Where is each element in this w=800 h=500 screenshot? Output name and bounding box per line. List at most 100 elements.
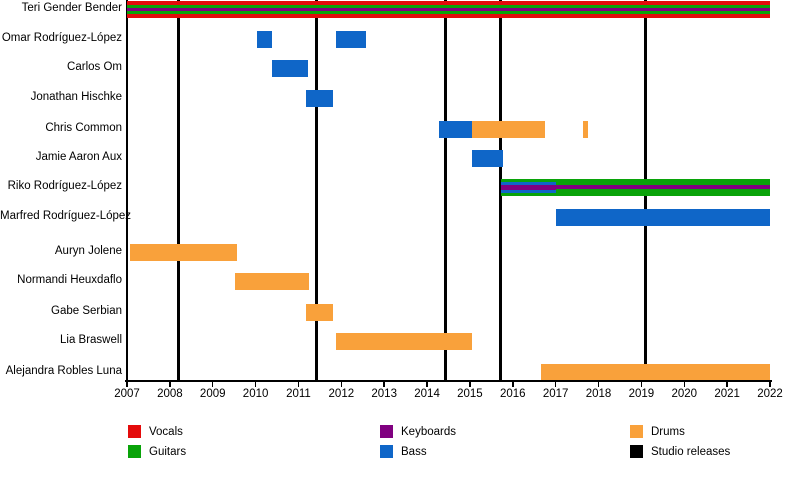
axis-tick-label: 2018 [585,388,612,400]
timeline-bar [555,208,770,226]
timeline-bar [555,178,770,196]
legend-swatch-drums [630,425,643,438]
member-label: Marfred Rodríguez-López [0,210,132,222]
member-label: Teri Gender Bender [21,2,122,14]
member-label: Normandi Heuxdaflo [17,274,122,286]
member-label: Riko Rodríguez-López [7,180,122,192]
bar-stripe-drums [235,272,310,290]
bar-stripe-guitars [127,4,770,8]
axis-tick-label: 2020 [671,388,698,400]
bar-stripe-drums [471,120,545,138]
studio-release-line [176,0,180,381]
bar-stripe-keyboards [500,184,556,190]
legend-swatch-releases [630,445,643,458]
timeline-bar [583,120,588,138]
bar-stripe-drums [541,363,770,381]
axis-tick [383,380,385,387]
timeline-bar [235,272,310,290]
timeline-bar [306,89,333,107]
bar-stripe-bass [271,59,308,77]
member-label: Gabe Serbian [51,305,122,317]
axis-tick [297,380,300,387]
axis-tick [169,380,171,387]
timeline-bar [500,178,556,196]
member-label: Lia Braswell [60,334,122,346]
bar-stripe-bass [439,120,472,138]
member-label: Chris Common [45,122,122,134]
axis-tick [640,380,643,387]
legend-label: Vocals [149,426,183,438]
legend-swatch-guitars [128,445,141,458]
legend-swatch-vocals [128,425,141,438]
bar-stripe-guitars [555,178,770,185]
timeline-bar [336,30,367,48]
axis-tick-label: 2022 [757,388,783,400]
bar-stripe-drums [130,243,238,261]
bar-stripe-bass [306,89,333,107]
bar-stripe-guitars [127,10,770,14]
legend-label: Keyboards [401,426,456,438]
axis-tick-label: 2011 [286,388,311,400]
axis-tick-label: 2017 [542,388,569,400]
bar-stripe-bass [555,208,770,226]
y-axis-line [125,0,128,381]
axis-tick [254,380,257,387]
member-label: Auryn Jolene [54,245,122,257]
axis-tick-label: 2009 [199,388,226,400]
axis-tick-label: 2019 [628,388,655,400]
axis-tick [211,380,214,387]
axis-tick [726,380,728,387]
legend-label: Studio releases [651,446,731,458]
axis-tick [469,380,471,387]
bar-stripe-bass [336,30,367,48]
axis-tick-label: 2014 [414,388,440,400]
axis-tick-label: 2013 [371,388,397,400]
studio-release-line [443,0,447,381]
axis-tick-label: 2008 [157,388,183,400]
timeline-bar [336,332,473,350]
bar-stripe-vocals [127,0,770,5]
timeline-bar [257,30,272,48]
axis-tick-label: 2016 [500,388,526,400]
axis-tick [426,380,428,387]
timeline-bar [130,243,238,261]
timeline-bar [471,120,545,138]
bar-stripe-guitars [500,192,556,196]
axis-tick-label: 2015 [457,388,483,400]
member-label: Carlos Om [67,61,122,73]
legend-label: Guitars [149,446,187,458]
bar-stripe-drums [583,120,588,138]
legend-swatch-keyboards [380,425,393,438]
member-label: Jamie Aaron Aux [35,151,122,163]
bar-stripe-keyboards [127,7,770,11]
bar-stripe-drums [336,332,473,350]
axis-tick-label: 2021 [714,388,740,400]
legend-label: Bass [401,446,427,458]
timeline-bar [541,363,770,381]
legend-label: Drums [651,426,685,438]
x-axis-line [125,380,772,382]
timeline-bar [271,59,308,77]
timeline-bar [127,0,770,18]
axis-tick [512,380,514,387]
axis-tick-label: 2007 [114,388,140,400]
bar-stripe-vocals [127,13,770,18]
axis-tick [769,380,771,387]
axis-tick-label: 2010 [242,388,269,400]
axis-tick [126,380,128,387]
bar-stripe-bass [500,189,556,193]
bar-stripe-bass [257,30,272,48]
bar-stripe-bass [500,181,556,185]
legend-swatch-bass [380,445,393,458]
axis-tick [340,380,343,387]
bar-stripe-bass [471,149,504,167]
bar-stripe-guitars [555,189,770,196]
timeline-bar [306,303,333,321]
timeline-bar [439,120,472,138]
bar-stripe-guitars [500,178,556,182]
member-label: Alejandra Robles Luna [5,365,122,377]
axis-tick [554,380,557,387]
bar-stripe-drums [306,303,333,321]
axis-tick-label: 2012 [328,388,355,400]
